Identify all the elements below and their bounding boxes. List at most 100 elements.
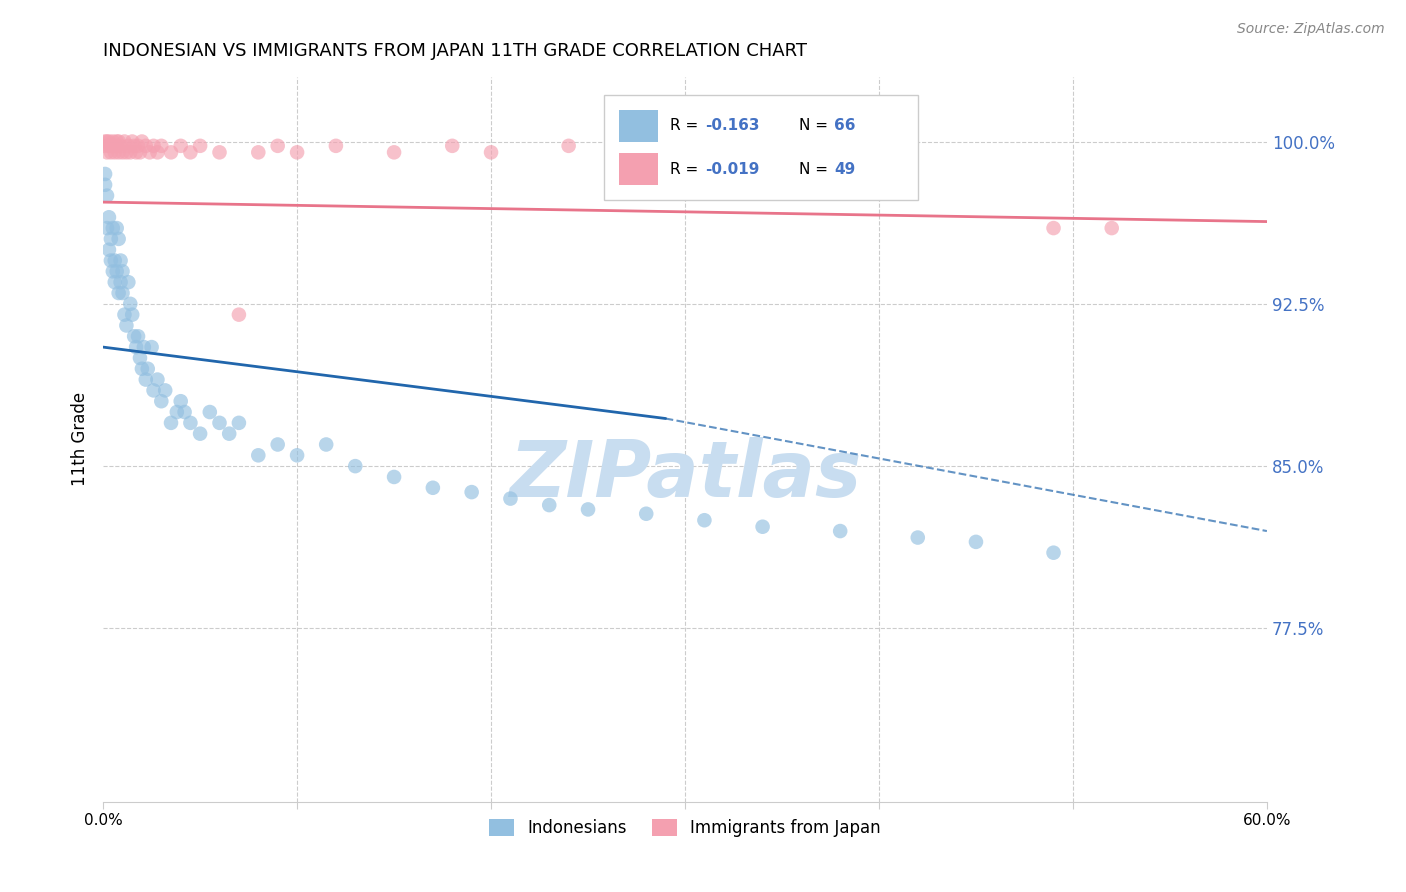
Point [111, 145, 134, 160]
Point [188, 139, 211, 153]
Point [285, 145, 308, 160]
Point [105, 135, 128, 149]
Point [110, 253, 132, 268]
Point [150, 394, 173, 409]
FancyBboxPatch shape [619, 110, 658, 142]
Point [100, 139, 122, 153]
Point [120, 145, 142, 160]
Point [173, 405, 195, 419]
Point [101, 264, 124, 278]
Text: -0.019: -0.019 [704, 161, 759, 177]
Point [479, 145, 502, 160]
Point [100, 253, 122, 268]
Point [111, 264, 134, 278]
Point [135, 139, 157, 153]
Point [100, 145, 122, 160]
Point [111, 285, 134, 300]
Point [150, 139, 173, 153]
Point [107, 285, 129, 300]
Point [96, 135, 118, 149]
Point [129, 145, 152, 160]
Point [114, 308, 136, 322]
Text: N =: N = [799, 161, 828, 177]
Point [422, 481, 444, 495]
Point [94, 167, 117, 181]
Legend: Indonesians, Immigrants from Japan: Indonesians, Immigrants from Japan [482, 813, 887, 844]
Text: N =: N = [799, 119, 828, 134]
Point [1101, 221, 1123, 235]
Point [127, 139, 149, 153]
Point [104, 275, 127, 289]
Point [179, 145, 201, 160]
Point [247, 448, 270, 462]
Point [382, 145, 405, 160]
Point [170, 139, 193, 153]
Point [267, 437, 290, 451]
Point [136, 361, 159, 376]
Point [208, 145, 231, 160]
Point [170, 394, 193, 409]
Point [160, 416, 183, 430]
Point [107, 232, 129, 246]
Point [101, 221, 124, 235]
Point [114, 135, 136, 149]
Point [208, 416, 231, 430]
Text: R =: R = [669, 119, 699, 134]
Point [105, 221, 128, 235]
Text: R =: R = [669, 161, 699, 177]
Point [1042, 546, 1064, 560]
Point [96, 188, 118, 202]
Point [160, 145, 183, 160]
Point [693, 513, 716, 527]
Point [166, 405, 188, 419]
Point [131, 361, 153, 376]
Point [382, 470, 405, 484]
Point [94, 135, 117, 149]
Point [117, 275, 139, 289]
Point [100, 232, 122, 246]
Point [218, 426, 240, 441]
Point [188, 426, 211, 441]
Point [138, 145, 160, 160]
Point [107, 145, 129, 160]
Point [576, 502, 599, 516]
Point [122, 329, 145, 343]
Point [122, 139, 145, 153]
Point [538, 498, 561, 512]
Point [115, 145, 138, 160]
Text: 49: 49 [834, 161, 855, 177]
Point [104, 145, 127, 160]
Point [141, 340, 163, 354]
Point [101, 139, 124, 153]
Point [1042, 221, 1064, 235]
Text: 66: 66 [834, 119, 855, 134]
Point [315, 437, 337, 451]
Point [107, 135, 129, 149]
Point [228, 416, 250, 430]
Point [117, 139, 139, 153]
Point [965, 534, 987, 549]
Point [129, 351, 152, 365]
Point [97, 135, 120, 149]
Point [104, 253, 127, 268]
Point [121, 308, 143, 322]
Point [146, 373, 169, 387]
Point [127, 329, 149, 343]
Point [105, 264, 128, 278]
Point [125, 340, 148, 354]
Point [325, 139, 347, 153]
Point [146, 145, 169, 160]
Point [105, 139, 128, 153]
Point [142, 139, 165, 153]
Text: INDONESIAN VS IMMIGRANTS FROM JAPAN 11TH GRADE CORRELATION CHART: INDONESIAN VS IMMIGRANTS FROM JAPAN 11TH… [103, 42, 807, 60]
Point [104, 139, 127, 153]
Point [110, 275, 132, 289]
FancyBboxPatch shape [603, 95, 918, 200]
Point [557, 139, 579, 153]
Point [499, 491, 522, 506]
Text: Source: ZipAtlas.com: Source: ZipAtlas.com [1237, 22, 1385, 37]
Point [125, 145, 148, 160]
Point [751, 520, 773, 534]
Point [830, 524, 852, 538]
Point [142, 384, 165, 398]
